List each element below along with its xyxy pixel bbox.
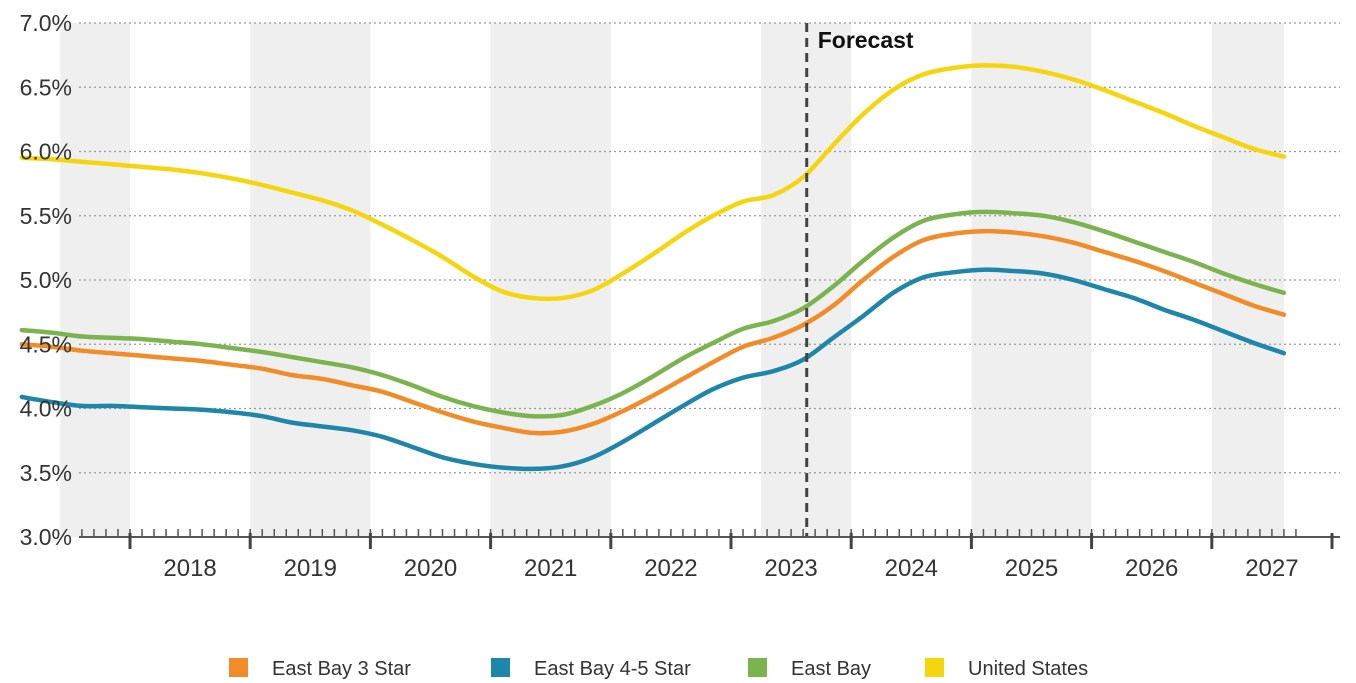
legend: East Bay 3 Star East Bay 4-5 Star East Bay…: [229, 658, 1088, 680]
y-tick-label: 5.5%: [20, 203, 72, 229]
forecast-marker: Forecast: [805, 23, 914, 537]
series-lines: [19, 63, 1287, 472]
legend-swatch-east-bay-4-5-star: [491, 658, 510, 677]
x-tick-label: 2019: [284, 555, 337, 582]
x-tick-label: 2020: [404, 555, 457, 582]
series-line-east-bay-4-5-star: [19, 267, 1287, 472]
y-tick-label: 4.0%: [20, 396, 72, 422]
x-tick-label: 2025: [1005, 555, 1058, 582]
legend-swatch-east-bay-3-star: [229, 658, 248, 677]
y-tick-label: 4.5%: [20, 331, 72, 357]
x-tick-label: 2023: [764, 555, 817, 582]
legend-swatch-united-states: [925, 658, 944, 677]
forecast-label: Forecast: [818, 27, 914, 53]
y-tick-label: 3.0%: [20, 524, 72, 550]
y-tick-label: 6.5%: [20, 74, 72, 100]
legend-label-east-bay: East Bay: [791, 658, 871, 680]
y-tick-label: 5.0%: [20, 267, 72, 293]
x-tick-label: 2024: [885, 555, 938, 582]
x-tick-label: 2018: [163, 555, 216, 582]
x-tick-label: 2021: [524, 555, 577, 582]
y-tick-label: 7.0%: [20, 10, 72, 36]
y-tick-label: 3.5%: [20, 460, 72, 486]
legend-label-united-states: United States: [968, 658, 1088, 680]
legend-label-east-bay-4-5-star: East Bay 4-5 Star: [534, 658, 691, 680]
x-axis: 2018 2019 2020 2021 2022 2023 2024 2025 2026 2027: [79, 529, 1340, 582]
series-line-united-states: [19, 63, 1287, 302]
horizontal-gridlines: [79, 22, 1340, 474]
x-tick-label: 2026: [1125, 555, 1178, 582]
series-line-east-bay-3-star: [19, 228, 1287, 436]
series-line-east-bay: [19, 209, 1287, 419]
legend-label-east-bay-3-star: East Bay 3 Star: [272, 658, 411, 680]
x-tick-label: 2022: [644, 555, 697, 582]
x-tick-label: 2027: [1245, 555, 1298, 582]
y-tick-label: 6.0%: [20, 139, 72, 165]
y-axis: 3.0% 3.5% 4.0% 4.5% 5.0% 5.5% 6.0% 6.5% 7.0%: [20, 10, 72, 550]
legend-swatch-east-bay: [748, 658, 767, 677]
